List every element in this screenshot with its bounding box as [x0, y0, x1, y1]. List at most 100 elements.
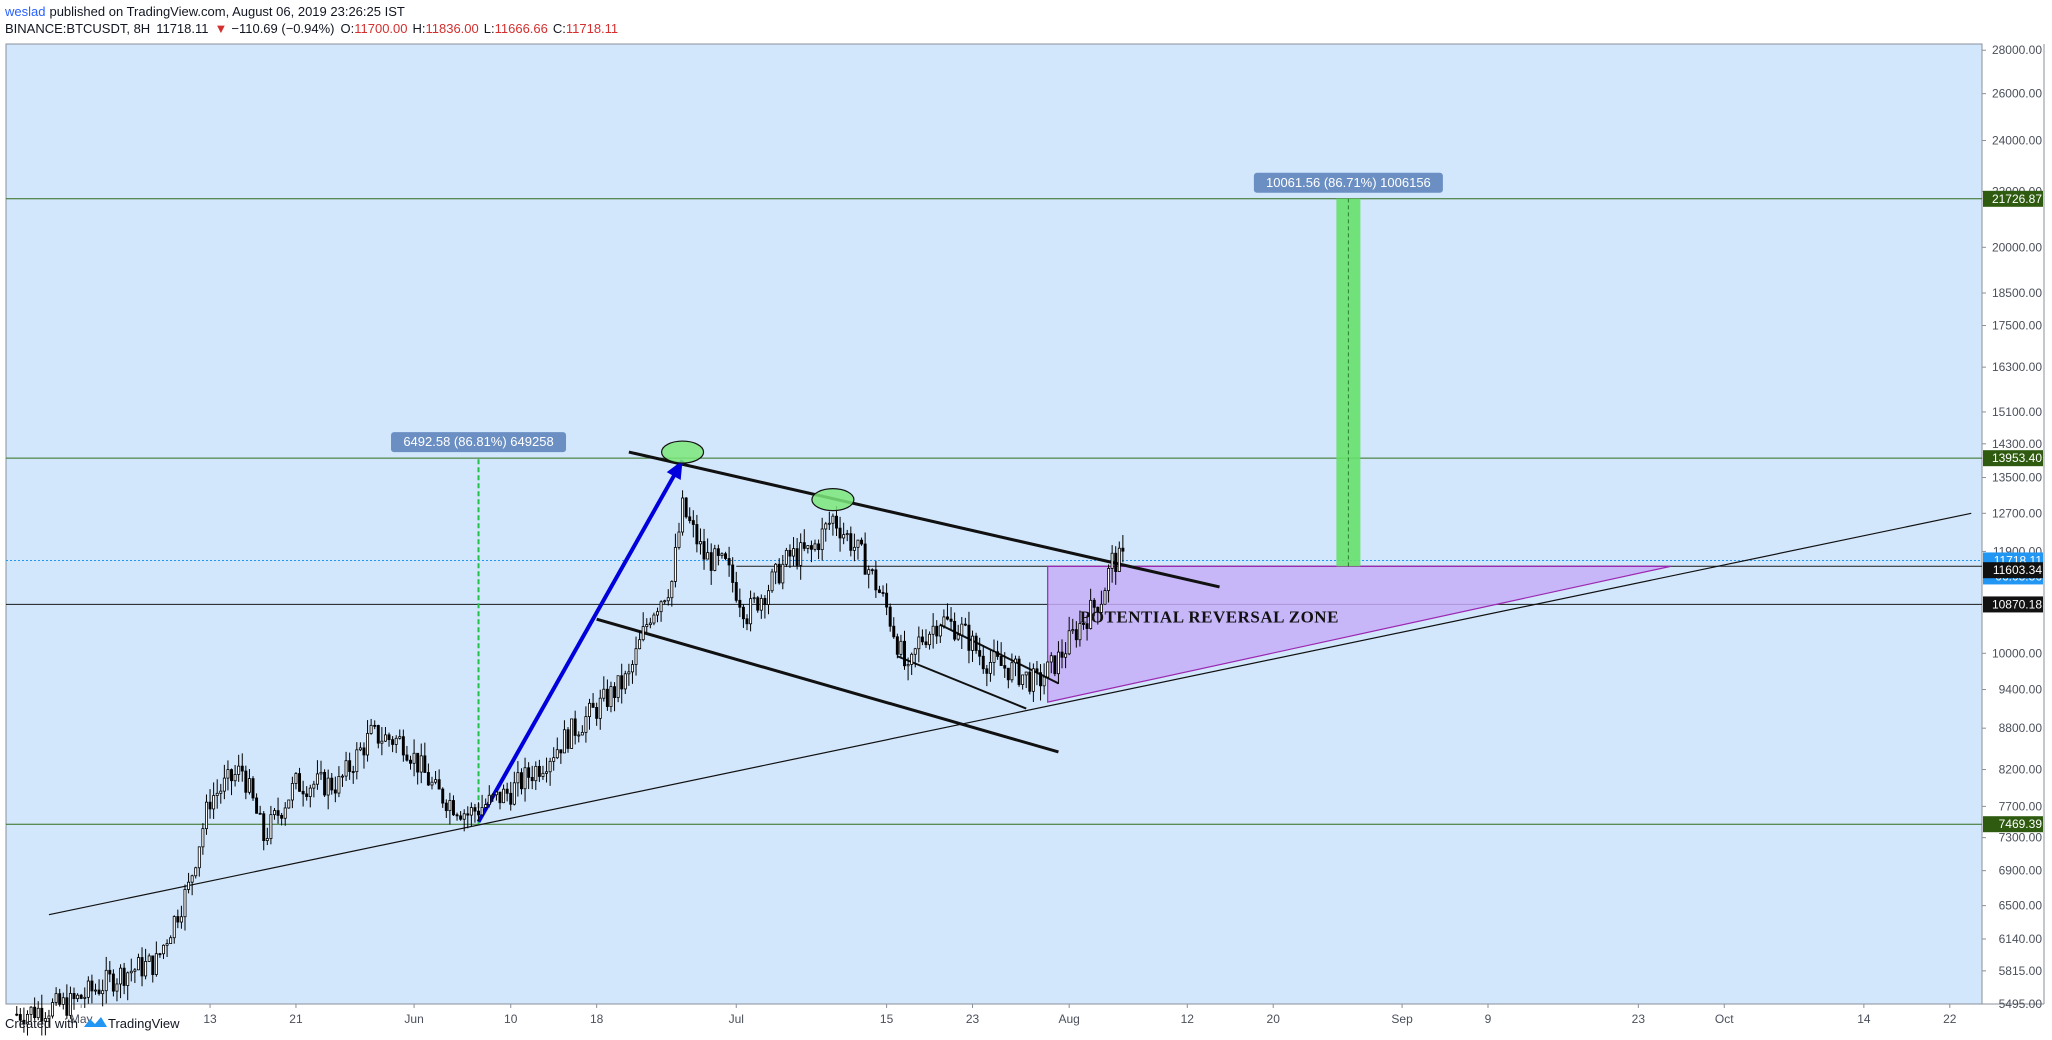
trendlines: [48, 450, 1972, 916]
candle-body: [158, 953, 162, 956]
candle-body: [1071, 629, 1075, 632]
candle-body: [566, 729, 570, 749]
candle-body: [591, 702, 595, 708]
candle-body: [262, 813, 266, 841]
candle-body: [523, 767, 527, 790]
candle-body: [294, 773, 298, 784]
wedge-top-line[interactable]: [939, 623, 1059, 685]
candle-body: [197, 846, 201, 869]
candle-body: [981, 655, 985, 670]
candle-body: [777, 563, 781, 584]
candle-body: [695, 524, 699, 545]
candle-body: [29, 1006, 33, 1015]
c-label: C:: [553, 21, 566, 36]
candle-body: [233, 774, 237, 782]
lower-channel-line[interactable]: [596, 617, 1059, 754]
candle-body: [462, 813, 466, 820]
y-tick-label: 15100.00: [1992, 405, 2042, 419]
candle-body: [842, 534, 846, 539]
y-tick-label: 6140.00: [1999, 932, 2043, 946]
candle-body: [1103, 590, 1107, 605]
candle-body: [366, 733, 370, 756]
peak-ellipse[interactable]: [811, 488, 855, 512]
candle-body: [1117, 547, 1121, 572]
upper-channel-line[interactable]: [628, 450, 1220, 589]
annotations: POTENTIAL REVERSAL ZONE: [1080, 607, 1339, 626]
candle-body: [430, 781, 434, 786]
candle-body: [580, 731, 584, 736]
candle-body: [222, 777, 226, 792]
support-trendline[interactable]: [48, 512, 1972, 916]
candle-body: [1028, 671, 1032, 692]
candle-body: [570, 718, 574, 749]
candle-body: [963, 623, 967, 626]
y-tick-label: 13500.00: [1992, 471, 2042, 485]
candle-body: [358, 747, 362, 751]
price-axis[interactable]: 28000.0026000.0024000.0022000.0020000.00…: [1982, 43, 2042, 1011]
candle-body: [656, 611, 659, 616]
candle-body: [326, 777, 330, 796]
candle-body: [877, 589, 881, 593]
candle-body: [1039, 672, 1043, 687]
candle-body: [623, 673, 627, 690]
author-link[interactable]: weslad: [4, 4, 45, 19]
candle-body: [602, 688, 606, 699]
time-axis[interactable]: May 13 21 Jun 10 18 Jul 15 23 Aug 12 20 Sep 9 23 Oct 14 2…: [70, 1004, 1957, 1026]
candle-body: [996, 651, 1000, 657]
candle-body: [426, 772, 430, 786]
x-tick-label: Oct: [1715, 1012, 1734, 1026]
candle-body: [437, 779, 441, 790]
candle-body: [795, 548, 799, 566]
measure-tools: 6492.58 (86.81%) 649258 10061.56 (86.71%)…: [391, 172, 1443, 825]
l-label: L:: [484, 21, 495, 36]
candle-body: [455, 814, 459, 817]
candle-body: [971, 635, 974, 651]
y-tick-label: 26000.00: [1992, 87, 2042, 101]
candle-body: [817, 543, 821, 551]
x-tick-label: 10: [504, 1012, 518, 1026]
tradingview-brand[interactable]: TradingView: [108, 1016, 180, 1031]
candle-body: [405, 754, 409, 761]
x-tick-label: 12: [1181, 1012, 1195, 1026]
candle-body: [315, 773, 319, 785]
candle-body: [154, 953, 158, 975]
plot-area[interactable]: [5, 43, 1983, 1005]
y-tick-label: 8800.00: [1999, 721, 2043, 735]
y-tick-label: 7300.00: [1999, 831, 2043, 845]
candle-body: [645, 624, 649, 627]
candle-body: [1053, 655, 1057, 675]
candle-body: [520, 772, 523, 790]
candle-body: [698, 541, 702, 545]
y-tick-label: 5495.00: [1999, 997, 2043, 1011]
x-tick-label: Jul: [729, 1012, 744, 1026]
candle-body: [545, 771, 549, 774]
candle-body: [22, 1019, 26, 1025]
candle-body: [727, 558, 731, 566]
candle-body: [43, 1018, 47, 1022]
candle-body: [634, 648, 638, 665]
candle-body: [401, 736, 405, 756]
candle-body: [104, 969, 108, 992]
candle-body: [899, 640, 903, 655]
x-tick-label: 9: [1485, 1012, 1492, 1026]
impulse-arrow[interactable]: [476, 459, 685, 823]
candle-body: [552, 757, 556, 762]
candle-body: [860, 539, 864, 545]
candle-body: [215, 792, 219, 796]
candle-body: [351, 771, 355, 773]
candle-body: [595, 707, 599, 719]
wedge-bottom-line[interactable]: [896, 655, 1027, 710]
badge-13953: 13953.40: [1992, 451, 2042, 465]
candle-body: [616, 675, 620, 698]
candle-body: [598, 697, 602, 719]
candle-body: [978, 650, 982, 657]
measure-label-box: [1253, 172, 1443, 193]
x-tick-label: Aug: [1058, 1012, 1079, 1026]
candle-body: [51, 1002, 55, 1017]
candle-body: [824, 523, 828, 530]
candle-body: [94, 989, 97, 992]
candle-body: [806, 545, 810, 549]
candle-body: [709, 552, 713, 571]
candle-body: [298, 773, 302, 792]
peak-ellipse[interactable]: [660, 440, 705, 464]
